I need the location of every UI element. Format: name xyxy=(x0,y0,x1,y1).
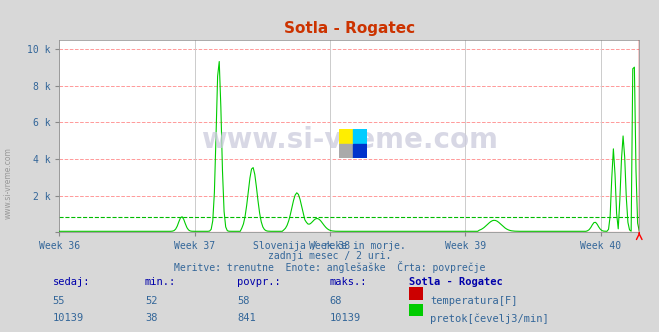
Text: povpr.:: povpr.: xyxy=(237,277,281,287)
Text: 55: 55 xyxy=(53,296,65,306)
Text: Meritve: trenutne  Enote: anglešaške  Črta: povprečje: Meritve: trenutne Enote: anglešaške Črta… xyxy=(174,261,485,273)
Text: 10139: 10139 xyxy=(330,313,360,323)
Text: 10139: 10139 xyxy=(53,313,84,323)
Text: Sotla - Rogatec: Sotla - Rogatec xyxy=(409,277,502,287)
Bar xyxy=(339,143,353,158)
Text: 58: 58 xyxy=(237,296,250,306)
Text: zadnji mesec / 2 uri.: zadnji mesec / 2 uri. xyxy=(268,251,391,261)
Text: www.si-vreme.com: www.si-vreme.com xyxy=(201,126,498,154)
Text: www.si-vreme.com: www.si-vreme.com xyxy=(3,147,13,218)
Text: sedaj:: sedaj: xyxy=(53,277,90,287)
Text: 38: 38 xyxy=(145,313,158,323)
Text: 52: 52 xyxy=(145,296,158,306)
Text: Slovenija / reke in morje.: Slovenija / reke in morje. xyxy=(253,241,406,251)
Text: min.:: min.: xyxy=(145,277,176,287)
Text: 68: 68 xyxy=(330,296,342,306)
Text: temperatura[F]: temperatura[F] xyxy=(430,296,518,306)
Bar xyxy=(353,129,367,143)
Bar xyxy=(339,129,353,143)
Text: 841: 841 xyxy=(237,313,256,323)
Text: pretok[čevelj3/min]: pretok[čevelj3/min] xyxy=(430,313,549,324)
Bar xyxy=(353,143,367,158)
Text: maks.:: maks.: xyxy=(330,277,367,287)
Title: Sotla - Rogatec: Sotla - Rogatec xyxy=(284,21,415,36)
